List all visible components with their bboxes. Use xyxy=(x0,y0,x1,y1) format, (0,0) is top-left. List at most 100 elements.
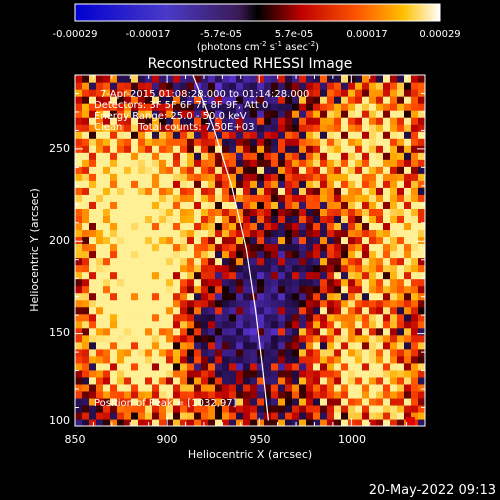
heatmap-cell xyxy=(152,278,160,287)
heatmap-cell xyxy=(124,271,132,280)
heatmap-cell xyxy=(110,348,118,357)
heatmap-cell xyxy=(418,278,425,287)
heatmap-cell xyxy=(110,180,118,188)
heatmap-cell xyxy=(376,313,384,322)
heatmap-cell xyxy=(404,299,412,308)
heatmap-cell xyxy=(103,89,111,97)
heatmap-cell xyxy=(243,292,251,301)
heatmap-cell xyxy=(334,124,342,132)
heatmap-cell xyxy=(327,145,335,153)
heatmap-cell xyxy=(264,82,272,90)
heatmap-cell xyxy=(257,215,265,224)
heatmap-cell xyxy=(292,341,300,350)
heatmap-cell xyxy=(236,348,244,357)
heatmap-cell xyxy=(383,187,391,195)
heatmap-cell xyxy=(411,173,419,181)
heatmap-cell xyxy=(425,307,433,315)
heatmap-cell xyxy=(187,327,195,336)
heatmap-cell xyxy=(180,369,188,378)
heatmap-cell xyxy=(173,75,181,83)
heatmap-cell xyxy=(180,173,188,181)
heatmap-cell xyxy=(341,145,349,153)
heatmap-cell xyxy=(173,194,181,202)
heatmap-cell xyxy=(257,236,265,245)
heatmap-cell xyxy=(110,103,118,111)
heatmap-cell xyxy=(229,194,237,202)
heatmap-cell xyxy=(180,215,188,224)
heatmap-cell xyxy=(404,250,412,259)
heatmap-cell xyxy=(166,250,174,259)
heatmap-cell xyxy=(103,271,111,280)
heatmap-cell xyxy=(236,229,244,238)
heatmap-cell xyxy=(306,152,314,160)
heatmap-cell xyxy=(271,376,279,385)
heatmap-cell xyxy=(187,313,195,322)
heatmap-cell xyxy=(355,173,363,181)
heatmap-cell xyxy=(201,124,209,132)
heatmap-cell xyxy=(96,383,104,392)
heatmap-cell xyxy=(313,418,321,426)
heatmap-cell xyxy=(236,124,244,132)
heatmap-cell xyxy=(187,404,195,413)
heatmap-cell xyxy=(390,187,398,195)
heatmap-cell xyxy=(334,355,342,364)
heatmap-cell xyxy=(334,159,342,167)
heatmap-cell xyxy=(306,404,314,413)
heatmap-cell xyxy=(124,383,132,392)
heatmap-cell xyxy=(292,320,300,329)
heatmap-cell xyxy=(243,173,251,181)
heatmap-cell xyxy=(271,194,279,202)
heatmap-cell xyxy=(208,152,216,160)
heatmap-cell xyxy=(166,390,174,399)
heatmap-cell xyxy=(404,397,412,406)
heatmap-cell xyxy=(187,355,195,364)
heatmap-cell xyxy=(131,418,139,426)
heatmap-cell xyxy=(376,222,384,231)
heatmap-cell xyxy=(327,397,335,406)
heatmap-cell xyxy=(96,110,104,118)
heatmap-cell xyxy=(96,292,104,301)
heatmap-cell xyxy=(257,404,265,413)
heatmap-cell xyxy=(404,411,412,420)
heatmap-cell xyxy=(418,215,425,224)
heatmap-cell xyxy=(243,201,251,209)
heatmap-cell xyxy=(264,215,272,224)
heatmap-cell xyxy=(264,96,272,104)
heatmap-cell xyxy=(250,75,258,83)
heatmap-cell xyxy=(96,96,104,104)
heatmap-cell xyxy=(369,320,377,329)
heatmap-cell xyxy=(306,103,314,111)
heatmap-cell xyxy=(131,187,139,195)
heatmap-cell xyxy=(369,341,377,350)
heatmap-cell xyxy=(75,75,83,83)
heatmap-cell xyxy=(425,391,433,399)
heatmap-cell xyxy=(194,327,202,336)
heatmap-cell xyxy=(110,271,118,280)
heatmap-cell xyxy=(369,75,377,83)
heatmap-cell xyxy=(194,187,202,195)
heatmap-cell xyxy=(320,152,328,160)
heatmap-cell xyxy=(418,411,425,420)
heatmap-cell xyxy=(355,411,363,420)
heatmap-cell xyxy=(180,138,188,146)
heatmap-cell xyxy=(82,285,90,294)
heatmap-cell xyxy=(89,96,97,104)
heatmap-cell xyxy=(89,285,97,294)
heatmap-cell xyxy=(299,180,307,188)
heatmap-cell xyxy=(285,369,293,378)
heatmap-cell xyxy=(376,285,384,294)
heatmap-cell xyxy=(355,383,363,392)
heatmap-cell xyxy=(299,362,307,371)
heatmap-cell xyxy=(320,411,328,420)
heatmap-cell xyxy=(411,411,419,420)
heatmap-cell xyxy=(152,187,160,195)
heatmap-cell xyxy=(341,103,349,111)
heatmap-cell xyxy=(257,334,265,343)
heatmap-cell xyxy=(208,117,216,125)
heatmap-cell xyxy=(159,166,167,174)
heatmap-cell xyxy=(341,124,349,132)
heatmap-cell xyxy=(376,201,384,209)
heatmap-cell xyxy=(145,173,153,181)
heatmap-cell xyxy=(397,131,405,139)
heatmap-cell xyxy=(250,236,258,245)
